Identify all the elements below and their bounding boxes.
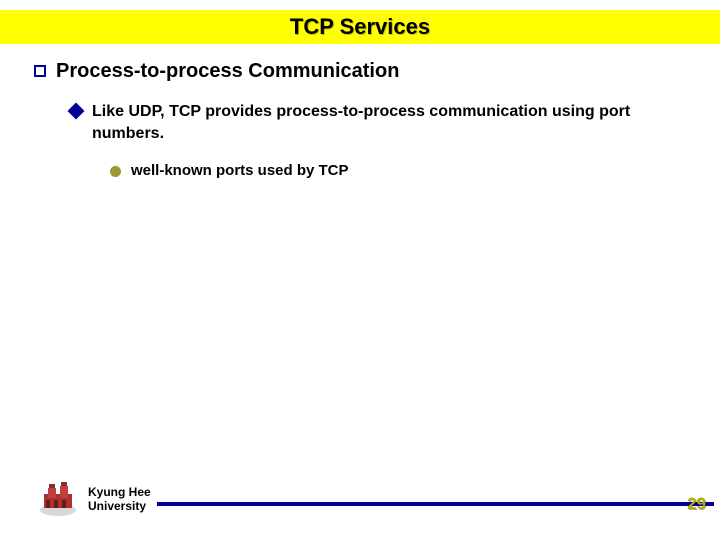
slide-title: TCP Services — [290, 14, 430, 39]
footer-divider — [157, 502, 714, 506]
bullet-level-3: well-known ports used by TCP — [110, 162, 700, 179]
level2-text: Like UDP, TCP provides process-to-proces… — [92, 101, 700, 146]
body-area: Process-to-process Communication Like UD… — [34, 60, 700, 179]
square-bullet-icon — [34, 65, 46, 77]
level1-text: Process-to-process Communication — [56, 60, 399, 83]
bullet-level-2: Like UDP, TCP provides process-to-proces… — [70, 101, 700, 146]
page-number: 29 — [687, 494, 706, 514]
level3-text: well-known ports used by TCP — [131, 162, 349, 179]
university-line-1: Kyung Hee — [88, 486, 151, 500]
university-logo-icon — [36, 482, 80, 518]
slide: TCP Services Process-to-process Communic… — [0, 0, 720, 540]
disc-bullet-icon — [110, 166, 121, 177]
title-bar: TCP Services — [0, 0, 720, 44]
footer-row: Kyung Hee University — [0, 482, 720, 518]
university-line-2: University — [88, 500, 151, 514]
title-highlight: TCP Services — [0, 10, 720, 44]
diamond-bullet-icon — [68, 103, 85, 120]
bullet-level-1: Process-to-process Communication — [34, 60, 700, 83]
university-name: Kyung Hee University — [88, 486, 151, 514]
footer: Kyung Hee University 29 — [0, 482, 720, 518]
